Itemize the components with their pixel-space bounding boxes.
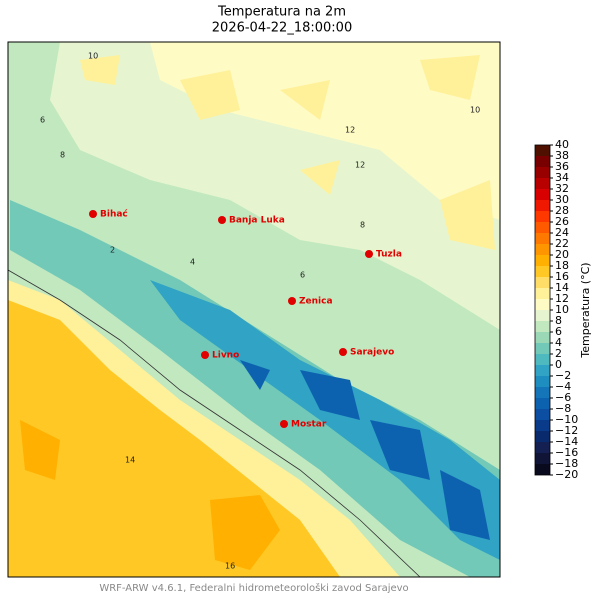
colorbar-segment (535, 266, 550, 277)
colorbar-segment (535, 244, 550, 255)
colorbar-segment (535, 156, 550, 167)
colorbar-segment (535, 453, 550, 464)
colorbar-segment (535, 387, 550, 398)
colorbar-segment (535, 442, 550, 453)
colorbar-segment (535, 409, 550, 420)
city-label: Sarajevo (350, 348, 394, 358)
colorbar-tick-label: −10 (555, 413, 578, 426)
colorbar-segment (535, 343, 550, 354)
colorbar-segment (535, 233, 550, 244)
city-label: Banja Luka (229, 216, 285, 226)
contour-label: 8 (360, 221, 365, 230)
colorbar-tick-label: 16 (555, 270, 569, 283)
city-label: Bihać (100, 209, 128, 220)
colorbar-tick-label: −12 (555, 424, 578, 437)
colorbar-tick-label: 24 (555, 226, 569, 239)
contour-label: 6 (300, 271, 305, 280)
city-marker (218, 216, 226, 224)
subtitle: 2026-04-22_18:00:00 (212, 21, 352, 36)
colorbar-tick-label: 28 (555, 204, 569, 217)
colorbar-segment (535, 332, 550, 343)
city-marker (288, 297, 296, 305)
colorbar-tick-label: 14 (555, 281, 569, 294)
colorbar-tick-label: 10 (555, 303, 569, 316)
colorbar-tick-label: 6 (555, 325, 562, 338)
city-label: Zenica (299, 297, 333, 307)
colorbar-tick-label: 12 (555, 292, 569, 305)
colorbar-tick-label: −2 (555, 369, 571, 382)
colorbar-tick-label: −6 (555, 391, 571, 404)
contour-label: 10 (88, 52, 98, 61)
colorbar-segment (535, 420, 550, 431)
colorbar-segment (535, 222, 550, 233)
colorbar-segment (535, 189, 550, 200)
city-marker (89, 210, 97, 218)
colorbar-tick-label: 36 (555, 160, 569, 173)
colorbar-tick-label: 8 (555, 314, 562, 327)
colorbar-segment (535, 299, 550, 310)
colorbar-tick-label: 40 (555, 138, 569, 151)
colorbar-segment (535, 431, 550, 442)
city-marker (201, 351, 209, 359)
colorbar-tick-label: −18 (555, 457, 578, 470)
colorbar-segment (535, 255, 550, 266)
colorbar-segment (535, 310, 550, 321)
colorbar-segment (535, 277, 550, 288)
map-frame (7, 41, 501, 578)
colorbar-tick-label: 18 (555, 259, 569, 272)
colorbar-tick-label: −20 (555, 468, 578, 481)
contour-label: 8 (60, 151, 65, 160)
colorbar-segment (535, 376, 550, 387)
contour-label: 12 (355, 161, 365, 170)
colorbar-segment (535, 167, 550, 178)
city-label: Tuzla (376, 250, 402, 260)
city-label: Livno (212, 351, 239, 361)
contour-label: 6 (40, 116, 45, 125)
map (8, 42, 500, 577)
colorbar-tick-label: 20 (555, 248, 569, 261)
colorbar-segment (535, 288, 550, 299)
colorbar-tick-label: 38 (555, 149, 569, 162)
colorbar-tick-label: −16 (555, 446, 578, 459)
city-marker (280, 420, 288, 428)
colorbar: −20−18−16−14−12−10−8−6−4−202468101214161… (534, 138, 578, 481)
colorbar-segment (535, 398, 550, 409)
city-marker (339, 348, 347, 356)
colorbar-tick-label: 0 (555, 358, 562, 371)
colorbar-segment (535, 365, 550, 376)
colorbar-segment (535, 178, 550, 189)
colorbar-segment (535, 200, 550, 211)
colorbar-segment (535, 211, 550, 222)
title: Temperatura na 2m (217, 5, 346, 20)
colorbar-tick-label: 32 (555, 182, 569, 195)
colorbar-tick-label: 22 (555, 237, 569, 250)
footer: WRF-ARW v4.6.1, Federalni hidrometeorolo… (99, 582, 408, 594)
contour-label: 14 (125, 456, 135, 465)
colorbar-label: Temperatura (°C) (579, 262, 592, 358)
colorbar-tick-label: −8 (555, 402, 571, 415)
contour-label: 4 (190, 258, 195, 267)
city-label: Mostar (291, 420, 327, 430)
colorbar-tick-label: 4 (555, 336, 562, 349)
colorbar-segment (535, 145, 550, 156)
city-marker (365, 250, 373, 258)
contour-label: 12 (345, 126, 355, 135)
colorbar-segment (535, 321, 550, 332)
contour-label: 10 (470, 106, 480, 115)
contour-label: 2 (110, 246, 115, 255)
colorbar-tick-label: 34 (555, 171, 569, 184)
colorbar-segment (535, 464, 550, 475)
colorbar-tick-label: 30 (555, 193, 569, 206)
colorbar-tick-label: 2 (555, 347, 562, 360)
colorbar-tick-label: −14 (555, 435, 578, 448)
contour-label: 16 (225, 562, 235, 571)
colorbar-segment (535, 354, 550, 365)
colorbar-tick-label: −4 (555, 380, 571, 393)
colorbar-tick-label: 26 (555, 215, 569, 228)
